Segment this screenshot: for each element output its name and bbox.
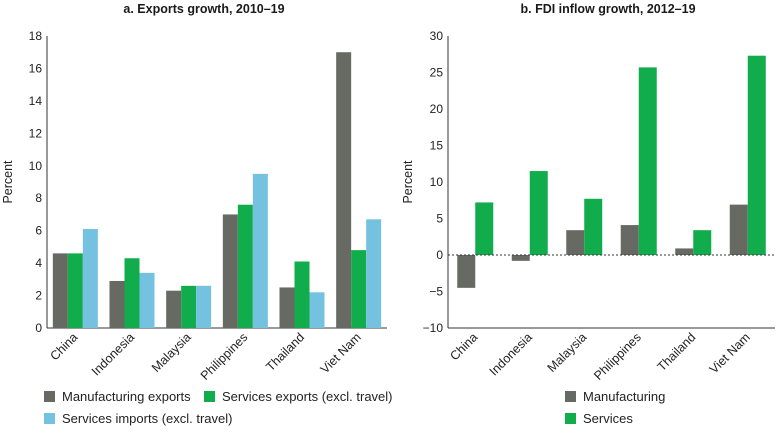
x-category-label: Malaysia <box>149 330 194 375</box>
y-tick-label: 10 <box>29 159 43 173</box>
y-tick-label: 6 <box>35 224 42 238</box>
y-tick-label: 18 <box>29 29 43 43</box>
bar-manufacturing-viet-nam <box>729 204 748 255</box>
x-category-label: Viet Nam <box>707 330 753 376</box>
bar-services-exports-excl-travel-indonesia <box>124 258 140 328</box>
x-category-label: China <box>447 330 480 363</box>
y-axis-label: Percent <box>401 160 415 204</box>
x-category-label: Indonesia <box>89 330 137 378</box>
y-tick-label: 20 <box>430 102 444 116</box>
y-tick-label: 15 <box>430 139 444 153</box>
bar-services-exports-excl-travel-viet-nam <box>351 250 367 328</box>
bar-services-imports-excl-travel-viet-nam <box>366 219 382 328</box>
y-tick-label: 25 <box>430 66 444 80</box>
y-tick-label: −10 <box>423 321 444 335</box>
legend-label: Manufacturing <box>583 389 665 404</box>
legend-label: Services imports (excl. travel) <box>62 411 232 426</box>
bar-services-exports-excl-travel-china <box>67 253 83 328</box>
legend-swatch <box>44 391 55 402</box>
x-category-label: Thailand <box>263 330 307 374</box>
x-category-label: China <box>47 330 80 363</box>
bar-services-exports-excl-travel-philippines <box>237 204 253 328</box>
legend-label: Services <box>583 411 633 426</box>
x-category-label: Philippines <box>198 330 251 383</box>
bar-services-exports-excl-travel-malaysia <box>181 285 197 328</box>
chart-title: b. FDI inflow growth, 2012–19 <box>520 2 695 16</box>
y-tick-label: 0 <box>436 248 443 262</box>
bar-services-imports-excl-travel-indonesia <box>139 272 155 328</box>
bar-manufacturing-china <box>457 255 476 288</box>
legend-swatch <box>565 413 576 424</box>
bar-manufacturing-indonesia <box>511 255 530 261</box>
bar-services-malaysia <box>584 198 603 255</box>
bar-manufacturing-exports-philippines <box>222 214 238 328</box>
y-tick-label: 8 <box>35 191 42 205</box>
legend-swatch <box>204 391 215 402</box>
y-tick-label: 14 <box>29 94 43 108</box>
bar-manufacturing-philippines <box>620 225 639 255</box>
y-tick-label: 16 <box>29 61 43 75</box>
bar-services-imports-excl-travel-philippines <box>252 173 268 328</box>
bar-services-exports-excl-travel-thailand <box>294 261 310 328</box>
x-category-label: Thailand <box>655 330 699 374</box>
bar-services-philippines <box>638 67 657 255</box>
bar-services-imports-excl-travel-thailand <box>309 292 325 328</box>
chart-panel-a: a. Exports growth, 2010–19 Percent 0 2 4 6 8 10… <box>1 2 393 426</box>
bar-services-viet-nam <box>747 55 766 256</box>
bar-services-thailand <box>693 230 712 255</box>
bar-manufacturing-exports-china <box>52 253 68 328</box>
bar-manufacturing-exports-malaysia <box>166 290 182 328</box>
x-category-label: Indonesia <box>487 330 535 378</box>
bar-manufacturing-exports-viet-nam <box>336 52 352 328</box>
bar-manufacturing-malaysia <box>566 230 585 255</box>
y-tick-label: 10 <box>430 175 444 189</box>
legend-label: Manufacturing exports <box>62 389 191 404</box>
x-category-label: Philippines <box>591 330 644 383</box>
y-tick-label: 4 <box>35 256 42 270</box>
y-tick-label: 2 <box>35 289 42 303</box>
x-category-label: Viet Nam <box>318 330 364 376</box>
legend-swatch <box>44 413 55 424</box>
y-tick-label: 12 <box>29 126 43 140</box>
y-tick-label: −5 <box>429 285 443 299</box>
bar-manufacturing-exports-indonesia <box>109 280 125 328</box>
legend-swatch <box>565 391 576 402</box>
bar-manufacturing-exports-thailand <box>279 287 295 328</box>
bar-services-imports-excl-travel-malaysia <box>196 285 212 328</box>
y-tick-label: 5 <box>436 212 443 226</box>
chart-title: a. Exports growth, 2010–19 <box>123 2 284 16</box>
bar-services-china <box>475 202 494 255</box>
x-category-label: Malaysia <box>545 330 590 375</box>
legend-label: Services exports (excl. travel) <box>222 389 393 404</box>
bar-services-imports-excl-travel-china <box>82 229 98 328</box>
chart-panel-b: b. FDI inflow growth, 2012–19 Percent −10 −… <box>401 2 775 426</box>
bar-services-indonesia <box>529 171 548 255</box>
y-tick-label: 30 <box>430 29 444 43</box>
y-axis-label: Percent <box>1 160 15 204</box>
y-tick-label: 0 <box>35 321 42 335</box>
bar-manufacturing-thailand <box>675 248 694 255</box>
